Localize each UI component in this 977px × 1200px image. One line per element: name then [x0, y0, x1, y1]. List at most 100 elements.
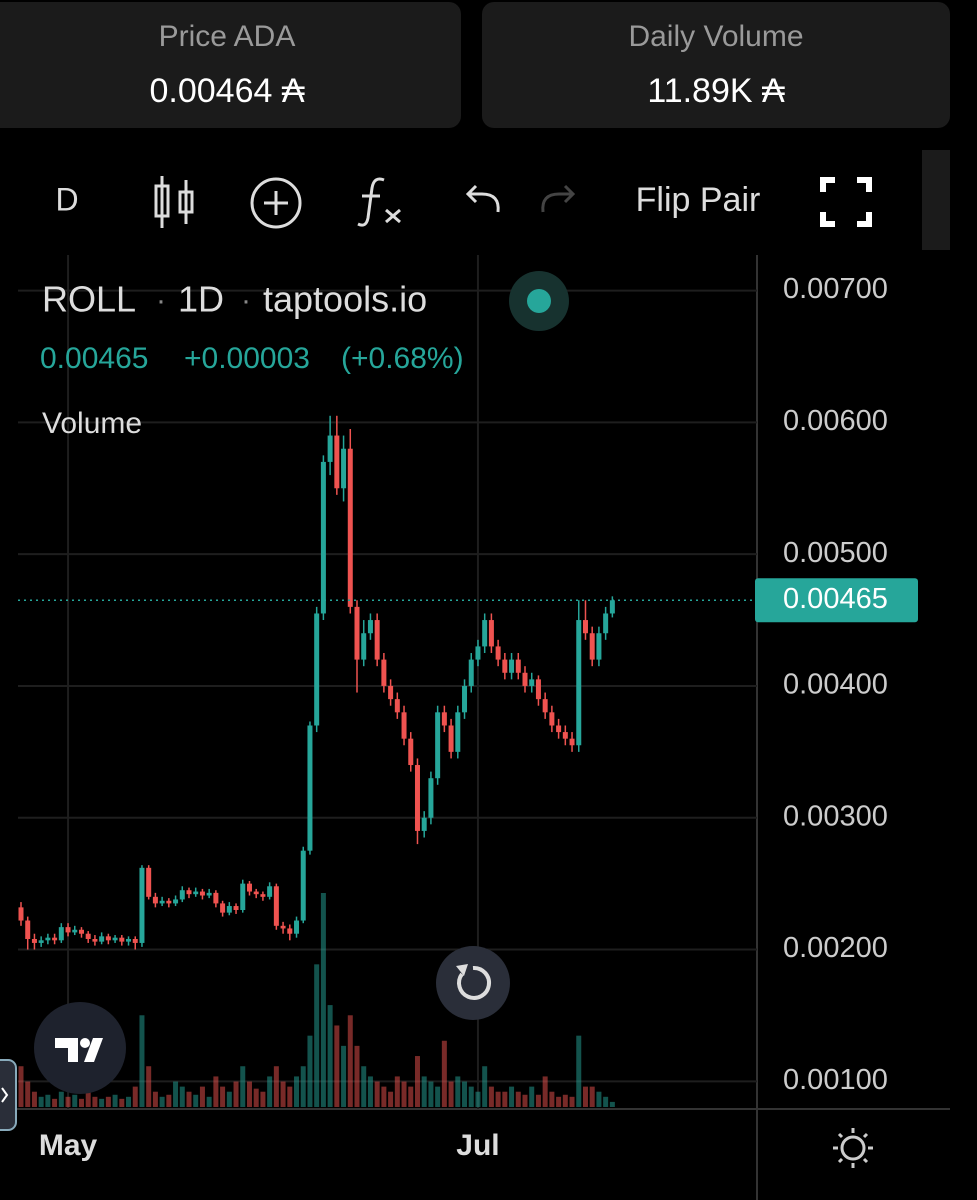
- candle-body: [361, 633, 367, 660]
- candle-body: [92, 938, 98, 942]
- volume-bar: [166, 1094, 172, 1107]
- candle-body: [327, 435, 333, 462]
- volume-bar: [199, 1086, 205, 1107]
- legend-close: 0.00465: [40, 342, 148, 375]
- volume-bar: [556, 1096, 562, 1107]
- volume-bar: [401, 1081, 407, 1107]
- candle-body: [166, 900, 172, 904]
- candle-icon[interactable]: [154, 176, 194, 228]
- y-tick-label: 0.00700: [783, 273, 888, 305]
- undo-icon[interactable]: [465, 184, 500, 213]
- redo-icon[interactable]: [541, 184, 576, 213]
- candle-body: [596, 633, 602, 660]
- candle-body: [381, 659, 387, 686]
- volume-bar: [186, 1091, 192, 1107]
- candle-body: [146, 867, 152, 897]
- candle-body: [38, 940, 44, 943]
- candle-body: [294, 920, 300, 934]
- candle-body: [529, 679, 535, 686]
- volume-bar: [448, 1081, 454, 1107]
- volume-bar: [179, 1086, 185, 1107]
- candle-body: [18, 907, 24, 921]
- volume-bar: [193, 1094, 199, 1107]
- candle-body: [159, 900, 165, 904]
- candle-body: [515, 659, 521, 673]
- tradingview-logo[interactable]: [34, 1002, 126, 1094]
- volume-bar: [99, 1098, 105, 1107]
- volume-bar: [589, 1086, 595, 1107]
- candle-body: [542, 699, 548, 713]
- candle-body: [576, 620, 582, 746]
- candle-body: [152, 896, 158, 904]
- x-tick-label: May: [39, 1129, 98, 1162]
- y-tick-label: 0.00600: [783, 405, 888, 437]
- volume-bar: [441, 1040, 447, 1107]
- function-icon[interactable]: [357, 177, 401, 227]
- candle-body: [455, 712, 461, 752]
- card-value: 0.00464 ₳: [149, 72, 304, 110]
- candle-body: [206, 892, 212, 896]
- candle-body: [226, 906, 232, 913]
- volume-bar: [126, 1096, 132, 1107]
- side-panel-toggle[interactable]: [0, 1059, 17, 1131]
- y-tick-label: 0.00300: [783, 800, 888, 832]
- reset-button[interactable]: [436, 946, 510, 1020]
- volume-bar: [354, 1045, 360, 1107]
- candle-body: [522, 672, 528, 686]
- volume-bar: [381, 1086, 387, 1107]
- volume-bar: [341, 1045, 347, 1107]
- candle-body: [179, 890, 185, 900]
- volume-bar: [240, 1066, 246, 1107]
- volume-bar: [542, 1076, 548, 1107]
- candle-body: [388, 685, 394, 700]
- volume-bar: [213, 1076, 219, 1107]
- candle-body: [52, 937, 58, 941]
- candle-body: [139, 867, 145, 943]
- volume-bar: [334, 1025, 340, 1107]
- flip-pair-button[interactable]: Flip Pair: [636, 181, 761, 219]
- volume-bar: [509, 1086, 515, 1107]
- candle-body: [314, 613, 320, 726]
- candle-body: [535, 679, 541, 700]
- volume-bar: [549, 1091, 555, 1107]
- candle-body: [65, 927, 71, 933]
- toolbar-edge: [922, 150, 950, 250]
- card-label: Daily Volume: [628, 20, 803, 53]
- add-indicator-icon[interactable]: [250, 177, 302, 229]
- volume-bar: [361, 1066, 367, 1107]
- volume-bar: [78, 1098, 84, 1107]
- volume-bar: [327, 1005, 333, 1107]
- candle-body: [300, 850, 306, 921]
- volume-bar: [173, 1081, 179, 1107]
- volume-bar: [307, 1035, 313, 1107]
- volume-bar: [52, 1098, 58, 1107]
- symbol: ROLL: [42, 279, 136, 320]
- volume-bar: [603, 1096, 609, 1107]
- fullscreen-icon[interactable]: [820, 177, 872, 227]
- candle-body: [267, 886, 273, 897]
- volume-bar: [394, 1076, 400, 1107]
- volume-bar: [582, 1086, 588, 1107]
- candle-body: [307, 725, 313, 851]
- interval-button[interactable]: D: [55, 181, 78, 217]
- volume-bar: [119, 1098, 125, 1107]
- candle-body: [441, 712, 447, 726]
- volume-bar: [246, 1081, 252, 1107]
- candle-body: [414, 765, 420, 831]
- volume-bar: [132, 1086, 138, 1107]
- separator: ·: [156, 284, 166, 317]
- candle-body: [233, 906, 239, 910]
- volume-bar: [502, 1091, 508, 1107]
- settings-icon[interactable]: [833, 1128, 873, 1168]
- y-tick-label: 0.00400: [783, 669, 888, 701]
- candle-body: [132, 938, 138, 943]
- candle-body: [609, 600, 615, 614]
- candle-body: [408, 738, 414, 766]
- price-card: [0, 2, 461, 128]
- candle-body: [72, 929, 78, 933]
- card-value: 11.89K ₳: [647, 72, 785, 110]
- last-price-label: 0.00465: [783, 583, 888, 615]
- candle-body: [495, 646, 501, 660]
- volume-bar: [495, 1091, 501, 1107]
